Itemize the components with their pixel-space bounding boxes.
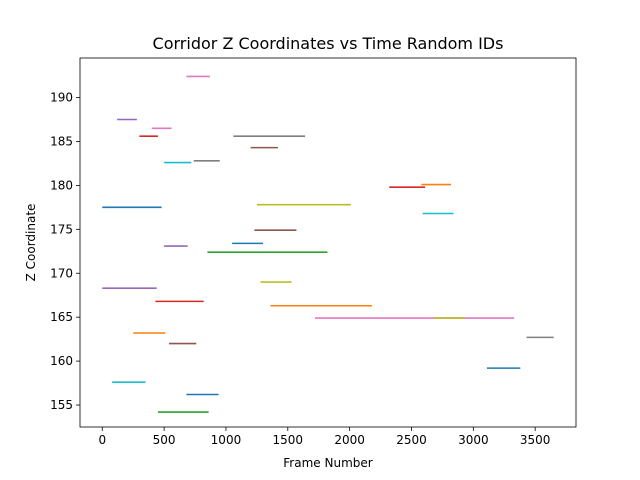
- y-tick-label: 180: [50, 178, 73, 192]
- x-tick-label: 3000: [458, 433, 489, 447]
- y-tick-label: 160: [50, 354, 73, 368]
- y-tick-label: 175: [50, 222, 73, 236]
- x-tick-label: 2500: [396, 433, 427, 447]
- plot-frame: [79, 57, 577, 428]
- x-tick-label: 2000: [334, 433, 365, 447]
- x-tick-label: 500: [153, 433, 176, 447]
- y-tick-label: 170: [50, 266, 73, 280]
- x-axis: 0 500 1000 1500 2000 2500 3000 3500: [98, 427, 550, 447]
- y-tick-label: 185: [50, 134, 73, 148]
- y-tick-label: 190: [50, 91, 73, 105]
- x-tick-label: 0: [98, 433, 106, 447]
- x-tick-label: 3500: [520, 433, 551, 447]
- chart-title: Corridor Z Coordinates vs Time Random ID…: [153, 34, 504, 53]
- x-tick-label: 1500: [273, 433, 304, 447]
- y-tick-label: 155: [50, 398, 73, 412]
- x-tick-label: 1000: [211, 433, 242, 447]
- x-axis-label: Frame Number: [283, 456, 372, 470]
- y-axis: 155 160 165 170 175 180 185 190: [50, 91, 80, 412]
- y-axis-label: Z Coordinate: [24, 204, 38, 282]
- plot-lines: [102, 75, 554, 413]
- y-tick-label: 165: [50, 310, 73, 324]
